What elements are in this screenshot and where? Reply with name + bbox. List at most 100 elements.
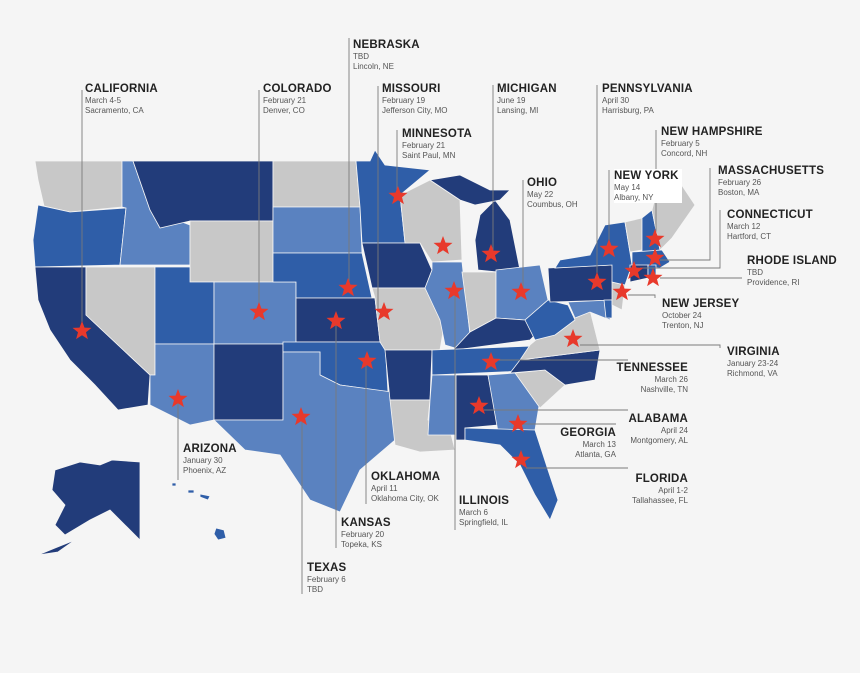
states [32,149,696,556]
event-city: Lansing, MI [497,106,539,116]
leader-virginia [580,344,721,348]
event-date: February 5 [661,139,700,149]
star-icon-oklahoma [357,351,377,370]
label-oklahoma: OKLAHOMA April 11 Oklahoma City, OK [371,470,440,504]
event-date: May 22 [527,190,554,200]
event-city: Sacramento, CA [85,106,144,116]
state-new-mexico [213,343,284,421]
star-icon-florida [511,450,531,469]
event-date: February 21 [263,96,307,106]
star-icon-new-york [599,239,619,258]
state-wyoming [189,220,274,283]
label-tennessee: TENNESSEE March 26 Nashville, TN [617,361,688,395]
star-icon-arizona [168,389,188,408]
label-kansas: KANSAS February 20 Topeka, KS [341,516,391,550]
state-name: ALABAMA [628,413,688,425]
event-date: May 14 [614,183,641,193]
state-iowa [361,242,433,289]
event-date: February 26 [718,178,762,188]
label-nebraska: NEBRASKA TBD Lincoln, NE [353,38,420,72]
event-date: June 19 [497,96,526,106]
state-arkansas [384,349,433,401]
event-date: TBD [353,52,369,62]
star-icon-nebraska [338,278,358,297]
event-city: Saint Paul, MN [402,151,456,161]
label-texas: TEXAS February 6 TBD [307,561,346,595]
event-date: April 1-2 [658,486,688,496]
event-city: Albany, NY [614,193,654,203]
leader-massachusetts [660,168,711,261]
state-name: RHODE ISLAND [747,255,837,267]
state-name: PENNSYLVANIA [602,83,693,95]
star-icon-colorado [249,302,269,321]
event-date: March 6 [459,508,488,518]
leader-connecticut [640,210,721,269]
leader-lines [81,38,742,594]
state-hawaii [213,527,227,541]
star-icon-massachusetts [645,248,665,267]
event-city: Denver, CO [263,106,305,116]
label-missouri: MISSOURI February 19 Jefferson City, MO [382,82,448,116]
event-city: Springfield, IL [459,518,508,528]
star-icon-kansas [326,311,346,330]
event-date: March 4-5 [85,96,122,106]
state-name: OKLAHOMA [371,471,441,483]
state-name: CONNECTICUT [727,209,813,221]
event-date: October 24 [662,311,702,321]
state-montana [132,160,274,229]
leader-new-jersey [628,294,656,298]
event-city: Boston, MA [718,188,760,198]
label-california: CALIFORNIA March 4-5 Sacramento, CA [85,82,158,116]
event-city: Providence, RI [747,278,800,288]
event-date: February 21 [402,141,446,151]
event-city: Harrisburg, PA [602,106,654,116]
state-name: MASSACHUSETTS [718,165,825,177]
state-texas [213,351,396,513]
state-alaska [51,459,141,541]
event-date: April 24 [660,426,688,436]
star-icon-california [72,321,92,340]
star-icon-virginia [563,329,583,348]
event-city: Topeka, KS [341,540,382,550]
label-pennsylvania: PENNSYLVANIA April 30 Harrisburg, PA [602,82,693,116]
label-alabama: ALABAMA April 24 Montgomery, AL [628,412,688,446]
label-minnesota: MINNESOTA February 21 Saint Paul, MN [402,127,472,161]
star-icon-alabama [469,396,489,415]
star-icon-georgia [508,414,528,433]
event-city: Tallahassee, FL [631,496,688,506]
label-georgia: GEORGIA March 13 Atlanta, GA [560,426,616,460]
state-name: CALIFORNIA [85,83,158,95]
event-date: March 12 [727,222,761,232]
state-florida [464,427,559,521]
state-arizona [149,343,215,426]
event-date: February 6 [307,575,346,585]
state-mississippi [427,374,457,436]
state-name: NEW JERSEY [662,298,740,310]
state-name: NEW HAMPSHIRE [661,126,763,138]
label-massachusetts: MASSACHUSETTS February 26 Boston, MA [718,164,824,198]
label-connecticut: CONNECTICUT March 12 Hartford, CT [727,208,813,242]
label-illinois: ILLINOIS March 6 Springfield, IL [459,494,509,528]
state-name: NEW YORK [614,170,679,182]
event-city: Trenton, NJ [662,321,704,331]
event-city: Montgomery, AL [630,436,688,446]
event-city: Phoenix, AZ [183,466,227,476]
event-city: Oklahoma City, OK [371,494,439,504]
state-west-virginia [524,299,576,341]
event-city: Atlanta, GA [575,450,616,460]
state-name: TENNESSEE [616,362,688,374]
star-icon-pennsylvania [587,272,607,291]
state-alaska-islands [37,539,76,556]
event-date: January 23-24 [727,359,779,369]
event-date: April 11 [371,484,398,494]
state-name: ILLINOIS [459,495,510,507]
event-date: TBD [747,268,763,278]
star-icon-rhode-island [643,268,663,287]
state-name: MISSOURI [382,83,441,95]
event-date: March 26 [654,375,688,385]
event-city: Nashville, TN [640,385,688,395]
star-icon-illinois [444,281,464,300]
event-date: February 20 [341,530,385,540]
state-hawaii-islands [171,482,211,501]
